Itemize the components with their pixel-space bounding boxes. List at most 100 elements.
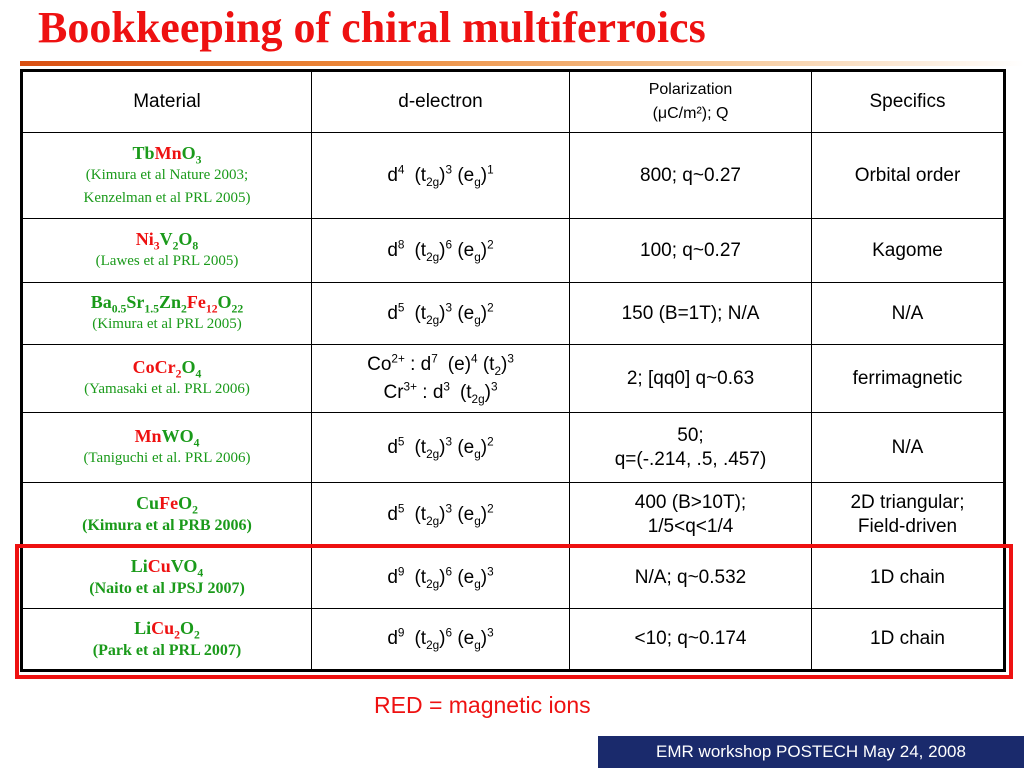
specifics-cell: 1D chain xyxy=(811,608,1005,671)
d-count: 3 xyxy=(443,380,450,394)
formula-subscript: 2 xyxy=(172,239,179,253)
b-occupancy: 3 xyxy=(507,352,514,366)
d-count: 9 xyxy=(397,565,405,579)
d-label: d xyxy=(387,239,398,261)
d-electron-cell: Co2+ : d7 (e)4 (t2)3 Cr3+ : d3 (t2g)3 xyxy=(311,344,570,413)
formula-element: O xyxy=(181,142,196,163)
d-label: d xyxy=(387,503,398,525)
specifics-line: 2D triangular; xyxy=(850,491,965,513)
t-occupancy: 6 xyxy=(445,565,453,579)
e-subscript: g xyxy=(474,447,481,461)
specifics-cell: Kagome xyxy=(811,218,1005,283)
d-electron-line: Co2+ : d7 (e)4 (t2)3 xyxy=(316,351,565,379)
e-label: (e xyxy=(457,566,475,588)
polarization-line: 400 (B>10T); xyxy=(634,491,747,513)
material-reference: (Kimura et al PRB 2006) xyxy=(82,517,252,534)
t-label: (t xyxy=(414,436,427,458)
formula-subscript: 4 xyxy=(195,367,202,381)
t-close: ) xyxy=(439,566,446,588)
formula-subscript: 4 xyxy=(197,566,204,580)
footer-banner: EMR workshop POSTECH May 24, 2008 xyxy=(598,736,1024,768)
d-electron-cell: d4 (t2g)3 (eg)1 xyxy=(311,132,570,219)
t-close: ) xyxy=(439,503,446,525)
e-close: ) xyxy=(480,239,488,261)
t-label: (t xyxy=(414,164,427,186)
formula-element: O xyxy=(178,229,193,249)
table-row: Ni3V2O8 (Lawes et al PRL 2005) d8 (t2g)6 (e… xyxy=(21,218,1005,283)
material-cell: MnWO4 (Taniguchi et al. PRL 2006) xyxy=(21,412,312,483)
formula-element: CoCr xyxy=(132,357,176,377)
specifics-line: Kagome xyxy=(872,239,943,261)
d-label: d xyxy=(387,566,398,588)
material-cell: LiCuVO4 (Naito et al JPSJ 2007) xyxy=(21,546,312,609)
e-label: (e xyxy=(457,628,475,649)
e-occupancy: 1 xyxy=(487,163,494,177)
d-electron-cell: d5 (t2g)3 (eg)2 xyxy=(311,282,570,345)
polarization-cell: 150 (B=1T); N/A xyxy=(569,282,812,345)
t-close: ) xyxy=(439,436,446,458)
table-row: LiCuVO4 (Naito et al JPSJ 2007) d9 (t2g)6 (… xyxy=(21,546,1005,609)
formula-subscript: 4 xyxy=(193,436,200,450)
t-occupancy: 3 xyxy=(445,435,453,449)
material-formula: LiCu2O2 xyxy=(27,617,307,642)
d-label: d xyxy=(387,436,398,458)
material-cell: CoCr2O4 (Yamasaki et al. PRL 2006) xyxy=(21,344,312,413)
formula-element: Mn xyxy=(134,426,162,446)
header-polarization: Polarization (μC/m²); Q xyxy=(569,70,812,133)
d-count: 5 xyxy=(397,301,405,315)
b-close: ) xyxy=(484,381,491,403)
material-reference: (Lawes et al PRL 2005) xyxy=(95,253,239,269)
polarization-line: 800; q~0.27 xyxy=(640,164,741,186)
formula-element: Ni xyxy=(135,229,154,249)
ion-charge: 3+ xyxy=(403,380,417,394)
material-formula: Ba0.5Sr1.5Zn2Fe12O22 xyxy=(27,291,307,316)
d-count: 7 xyxy=(431,352,438,366)
d-electron-cell: d5 (t2g)3 (eg)2 xyxy=(311,482,570,547)
t-subscript: 2g xyxy=(426,250,440,264)
ion-charge: 2+ xyxy=(391,352,405,366)
d-electron-cell: d9 (t2g)6 (eg)3 xyxy=(311,546,570,609)
polarization-line: q=(-.214, .5, .457) xyxy=(614,448,767,470)
d-electron-line: Cr3+ : d3 (t2g)3 xyxy=(316,379,565,407)
formula-subscript: 12 xyxy=(205,302,218,316)
formula-subscript: 2 xyxy=(175,367,182,381)
b-subscript: 2g xyxy=(471,392,485,406)
material-cell: Ni3V2O8 (Lawes et al PRL 2005) xyxy=(21,218,312,283)
formula-subscript: 2 xyxy=(192,503,198,517)
formula-element: Cu xyxy=(151,617,175,638)
formula-subscript: 2 xyxy=(194,628,200,642)
formula-subscript: 0.5 xyxy=(111,302,127,316)
t-label: (t xyxy=(414,239,427,261)
material-reference: (Naito et al JPSJ 2007) xyxy=(89,580,245,597)
formula-subscript: 2 xyxy=(181,302,187,316)
e-occupancy: 2 xyxy=(487,301,494,315)
specifics-cell: N/A xyxy=(811,282,1005,345)
e-label: (e xyxy=(457,164,475,186)
t-subscript: 2g xyxy=(426,638,440,652)
d-electron-cell: d8 (t2g)6 (eg)2 xyxy=(311,218,570,283)
ion-label: Cr xyxy=(383,381,404,403)
table-header-row: Material d-electron Polarization (μC/m²)… xyxy=(21,70,1005,133)
material-formula: CoCr2O4 xyxy=(27,356,307,381)
t-close: ) xyxy=(439,164,446,186)
header-d-electron: d-electron xyxy=(311,70,570,133)
t-subscript: 2g xyxy=(426,577,440,591)
d-label: d xyxy=(387,164,398,186)
e-occupancy: 3 xyxy=(487,565,494,579)
d-count: 5 xyxy=(397,502,405,516)
t-subscript: 2g xyxy=(426,514,440,528)
e-close: ) xyxy=(480,566,488,588)
specifics-line: ferrimagnetic xyxy=(852,367,963,389)
t-subscript: 2g xyxy=(426,175,440,189)
a-occupancy: 4 xyxy=(471,352,478,366)
e-subscript: g xyxy=(474,514,481,528)
specifics-cell: ferrimagnetic xyxy=(811,344,1005,413)
material-reference: (Kimura et al PRL 2005) xyxy=(92,316,242,332)
material-cell: TbMnO3 (Kimura et al Nature 2003; Kenzelma… xyxy=(21,132,312,219)
formula-element: Li xyxy=(134,617,152,638)
specifics-line: 1D chain xyxy=(870,628,945,649)
material-reference: (Taniguchi et al. PRL 2006) xyxy=(83,450,251,466)
material-cell: Ba0.5Sr1.5Zn2Fe12O22 (Kimura et al PRL 20… xyxy=(21,282,312,345)
material-cell: CuFeO2 (Kimura et al PRB 2006) xyxy=(21,482,312,547)
d-label: d xyxy=(387,628,398,649)
